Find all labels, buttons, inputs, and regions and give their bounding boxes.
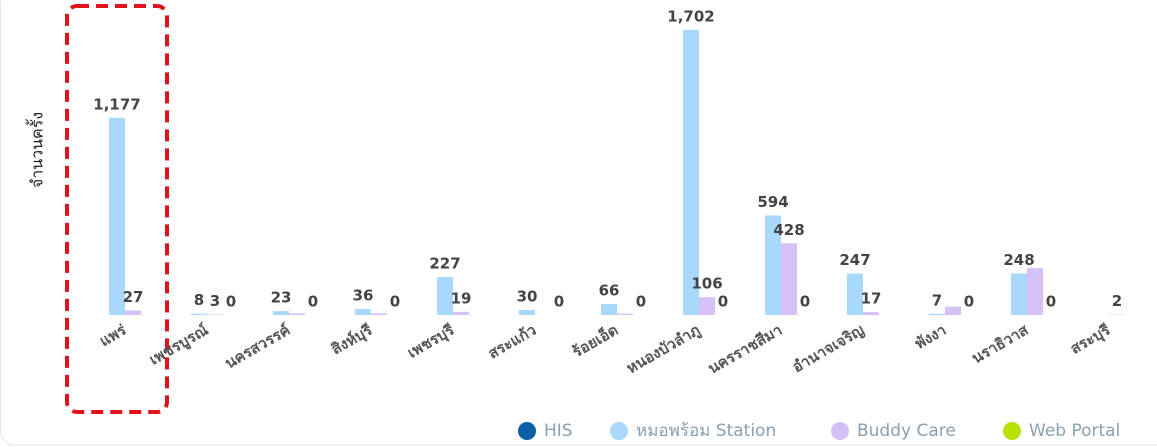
legend-swatch: [518, 422, 536, 440]
data-label: 19: [451, 289, 472, 307]
bar: [617, 313, 633, 315]
bar: [109, 117, 125, 316]
highlight-box: [65, 4, 169, 414]
data-label: 106: [691, 275, 722, 293]
bar: [289, 313, 305, 315]
data-label: 1,702: [667, 7, 714, 25]
data-label: 3: [210, 292, 220, 310]
data-label: 0: [964, 293, 974, 311]
legend-swatch: [610, 422, 628, 440]
bar: [863, 312, 879, 315]
legend-label: HIS: [544, 421, 573, 441]
bar: [273, 311, 289, 315]
data-label: 7: [932, 291, 942, 309]
bar: [453, 311, 469, 315]
bar: [355, 308, 371, 315]
bar: [601, 303, 617, 315]
bar: [125, 310, 141, 315]
bar: [781, 243, 797, 315]
legend-swatch: [831, 422, 849, 440]
bar: [519, 309, 535, 315]
data-label: 0: [308, 293, 318, 311]
legend-label: Web Portal: [1029, 421, 1120, 441]
data-label: 66: [599, 281, 620, 299]
data-label: 8: [194, 291, 204, 309]
bar: [437, 276, 453, 315]
data-label: 27: [123, 288, 144, 306]
data-label: 0: [390, 293, 400, 311]
data-label: 0: [554, 293, 564, 311]
data-label: 248: [1003, 251, 1034, 269]
bar: [191, 313, 207, 315]
data-label: 2: [1112, 292, 1122, 310]
data-label: 428: [773, 221, 804, 239]
bar: [945, 306, 961, 315]
bar: [699, 297, 715, 315]
data-label: 0: [226, 293, 236, 311]
data-label: 17: [861, 290, 882, 308]
bar: [847, 273, 863, 315]
data-label: 0: [800, 293, 810, 311]
data-label: 30: [517, 287, 538, 305]
data-label: 0: [636, 293, 646, 311]
data-label: 1,177: [93, 95, 140, 113]
data-label: 594: [757, 193, 788, 211]
bar: [371, 313, 387, 315]
y-axis-label: จำนวนครั้ง: [26, 112, 47, 188]
bar: [207, 314, 223, 315]
data-label: 36: [353, 286, 374, 304]
data-label: 0: [1046, 293, 1056, 311]
bar: [929, 313, 945, 315]
data-label: 227: [429, 254, 460, 272]
legend-swatch: [1003, 422, 1021, 440]
bar: [765, 215, 781, 315]
bar: [1011, 273, 1027, 315]
legend-label: หมอพร้อม Station: [636, 421, 776, 441]
data-label: 23: [271, 289, 292, 307]
bar: [1027, 268, 1043, 315]
bar: [683, 29, 699, 316]
data-label: 247: [839, 251, 870, 269]
data-label: 0: [718, 293, 728, 311]
legend-label: Buddy Care: [857, 421, 956, 441]
